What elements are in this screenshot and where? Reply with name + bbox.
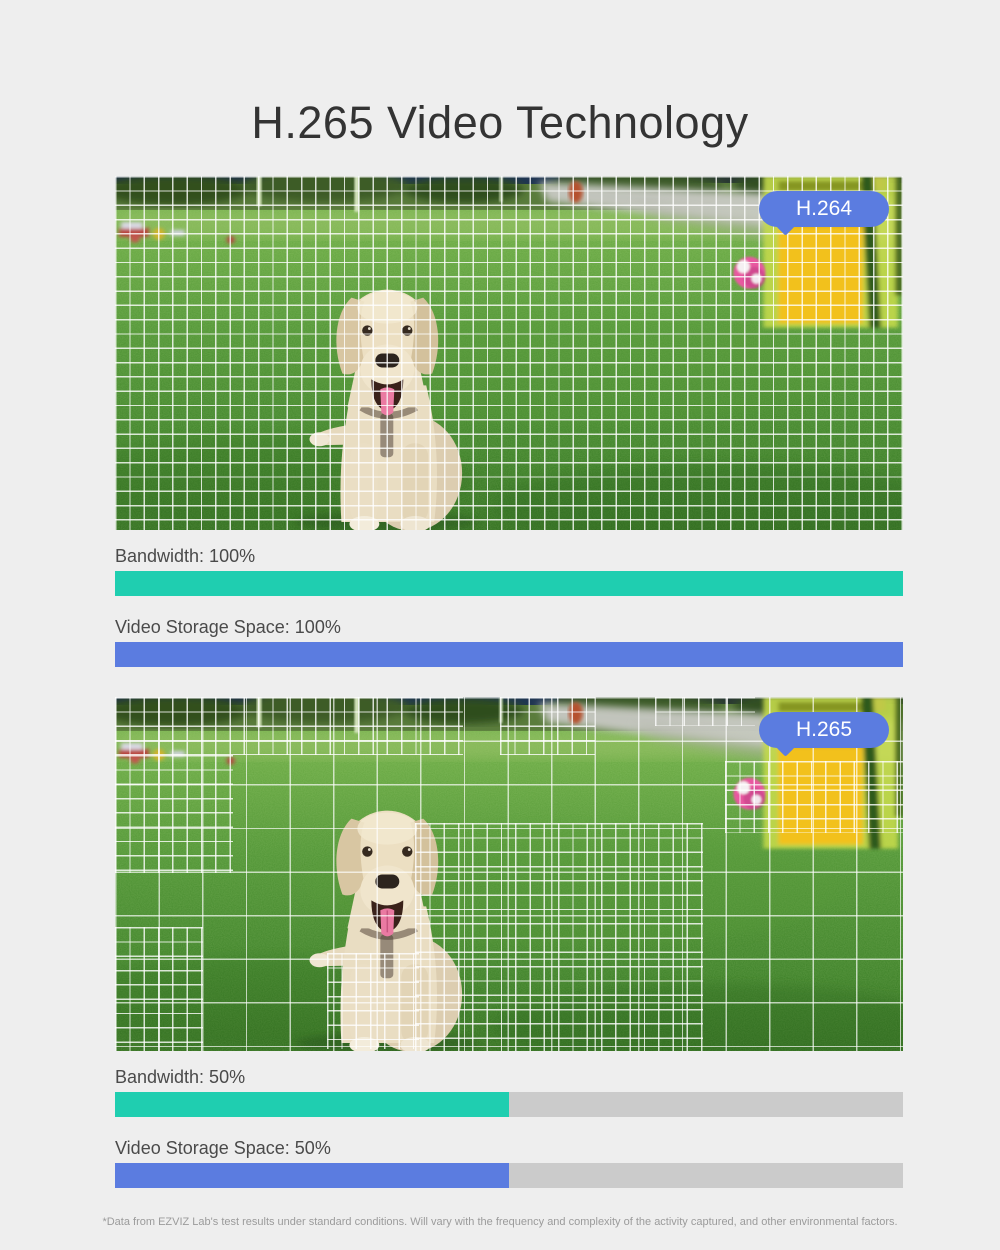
h264-video-frame: H.264: [115, 176, 903, 530]
codec-badge-label: H.265: [795, 718, 853, 741]
h264-storage-label: Video Storage Space: 100%: [115, 617, 341, 637]
panel-h265: H.265 Bandwidth: 50% Video Storage Space…: [115, 697, 903, 1188]
panel-h264: H.264 Bandwidth: 100% Video Storage Spac…: [115, 176, 903, 667]
h264-storage-bar: [115, 642, 903, 667]
disclaimer-footnote: *Data from EZVIZ Lab's test results unde…: [102, 1216, 898, 1228]
page-title: H.265 Video Technology: [251, 97, 749, 148]
h265-bandwidth-bar: [115, 1092, 903, 1117]
content-column: H.264 Bandwidth: 100% Video Storage Spac…: [115, 176, 903, 1188]
h265-video-frame: H.265: [115, 697, 903, 1051]
h264-bandwidth-label: Bandwidth: 100%: [115, 546, 256, 566]
h265-storage-bar: [115, 1163, 903, 1188]
h264-bandwidth-bar: [115, 571, 903, 596]
h265-bandwidth-bar-fill: [115, 1092, 509, 1117]
h265-storage-bar-fill: [115, 1163, 509, 1188]
h264-bandwidth-bar-fill: [115, 571, 903, 596]
codec-badge-h264: H.264: [759, 191, 889, 227]
h265-storage-label: Video Storage Space: 50%: [115, 1138, 331, 1158]
h265-bandwidth-label: Bandwidth: 50%: [115, 1067, 246, 1087]
codec-badge-label: H.264: [795, 197, 853, 220]
h264-storage-bar-fill: [115, 642, 903, 667]
codec-badge-h265: H.265: [759, 712, 889, 748]
